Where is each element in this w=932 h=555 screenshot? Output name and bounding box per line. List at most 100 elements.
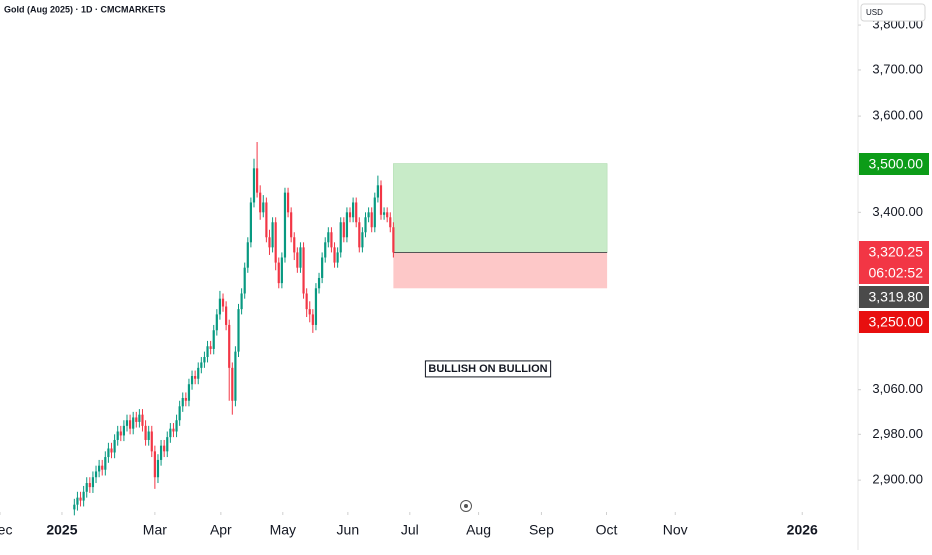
price-tag [859, 262, 929, 284]
candle-body [206, 346, 209, 358]
price-tag-label: 06:02:52 [869, 265, 924, 281]
candle-body [119, 431, 122, 436]
candle-body [172, 428, 175, 432]
candle-body [147, 431, 150, 440]
price-tag [859, 311, 929, 333]
candle-body [200, 362, 203, 368]
candle-body [153, 451, 156, 478]
price-tag-label: 3,250.00 [869, 314, 924, 330]
candle-body [252, 168, 256, 203]
y-tick-label: 3,400.00 [872, 204, 923, 219]
candle-body [367, 212, 370, 218]
candle-body [181, 397, 184, 407]
candle-body [302, 247, 305, 294]
candle-body [166, 437, 169, 452]
candle-body [107, 448, 110, 458]
candle-body [379, 185, 383, 215]
chart-title: Gold (Aug 2025) · 1D · CMCMARKETS [4, 4, 166, 14]
profit-zone [393, 163, 608, 253]
candle-body [82, 491, 85, 501]
candle-body [113, 439, 116, 453]
logo-icon [460, 500, 472, 512]
candle-body [187, 384, 191, 401]
candle-body [370, 212, 373, 228]
candle-body [141, 414, 144, 426]
candle-body [277, 262, 280, 284]
candle-body [355, 202, 358, 223]
x-tick-label: Dec [0, 522, 12, 538]
x-tick-label: Mar [143, 522, 167, 538]
annotation-label: BULLISH ON BULLION [428, 363, 547, 375]
candle-body [240, 293, 243, 310]
candle-body [169, 428, 172, 438]
candle-body [290, 212, 293, 238]
candle-body [330, 232, 333, 248]
candle-body [249, 202, 252, 243]
x-tick-label: Nov [663, 522, 688, 538]
candle-body [336, 252, 339, 263]
candle-body [215, 314, 218, 331]
x-tick-label: Aug [466, 522, 491, 538]
candle-body [373, 197, 376, 228]
x-tick-label: Sep [529, 522, 554, 538]
loss-zone [393, 252, 608, 289]
candle-body [94, 471, 98, 478]
candle-body [125, 420, 129, 426]
price-tag-label: 3,500.00 [869, 156, 924, 172]
candle-body [259, 192, 262, 213]
y-tick-label: 3,700.00 [872, 61, 923, 76]
logo-icon-dot [464, 504, 468, 508]
candle-body [348, 212, 352, 218]
candle-body [194, 376, 197, 379]
candle-body [138, 414, 141, 422]
candle-body [209, 346, 212, 349]
candle-body [274, 222, 277, 263]
x-tick-label: Apr [210, 522, 232, 538]
candle-body [308, 309, 311, 315]
candle-body [293, 237, 296, 253]
candle-body [299, 247, 302, 268]
y-tick-label: 3,060.00 [872, 381, 923, 396]
candle-body [286, 192, 290, 213]
candle-body [116, 431, 119, 440]
candle-body [197, 367, 200, 379]
price-tag [859, 241, 929, 263]
candle-body [268, 237, 271, 248]
candle-body [389, 217, 392, 228]
x-tick-label: Jun [337, 522, 360, 538]
candle-body [159, 445, 163, 460]
candle-body [392, 227, 395, 253]
candle-body [178, 406, 181, 421]
currency-label: USD [866, 8, 883, 17]
candle-body [225, 306, 228, 325]
candle-body [345, 212, 349, 238]
currency-box [860, 3, 926, 22]
candle-body [364, 217, 367, 233]
candle-body [98, 465, 101, 472]
candle-body [163, 445, 166, 452]
candle-body [321, 257, 324, 278]
x-tick-label: May [270, 522, 296, 538]
candle-body [144, 425, 147, 440]
candle-body [262, 202, 265, 213]
candle-body [150, 431, 153, 452]
candle-body [79, 497, 82, 501]
candle-body [314, 288, 318, 325]
candle-body [88, 483, 91, 488]
candle-body [342, 222, 345, 238]
x-tick-label: 2025 [46, 522, 77, 538]
candle-body [358, 222, 361, 248]
candle-body [386, 212, 389, 218]
price-tag [859, 153, 929, 175]
candle-body [280, 257, 283, 284]
candle-body [122, 425, 125, 436]
x-tick-label: 2026 [787, 522, 818, 538]
candle-body [221, 298, 225, 307]
candle-body [184, 397, 187, 401]
candle-body [190, 376, 194, 385]
candle-body [128, 420, 132, 429]
y-tick-label: 2,900.00 [872, 472, 923, 487]
candle-body [175, 420, 178, 432]
candle-body [271, 222, 274, 248]
